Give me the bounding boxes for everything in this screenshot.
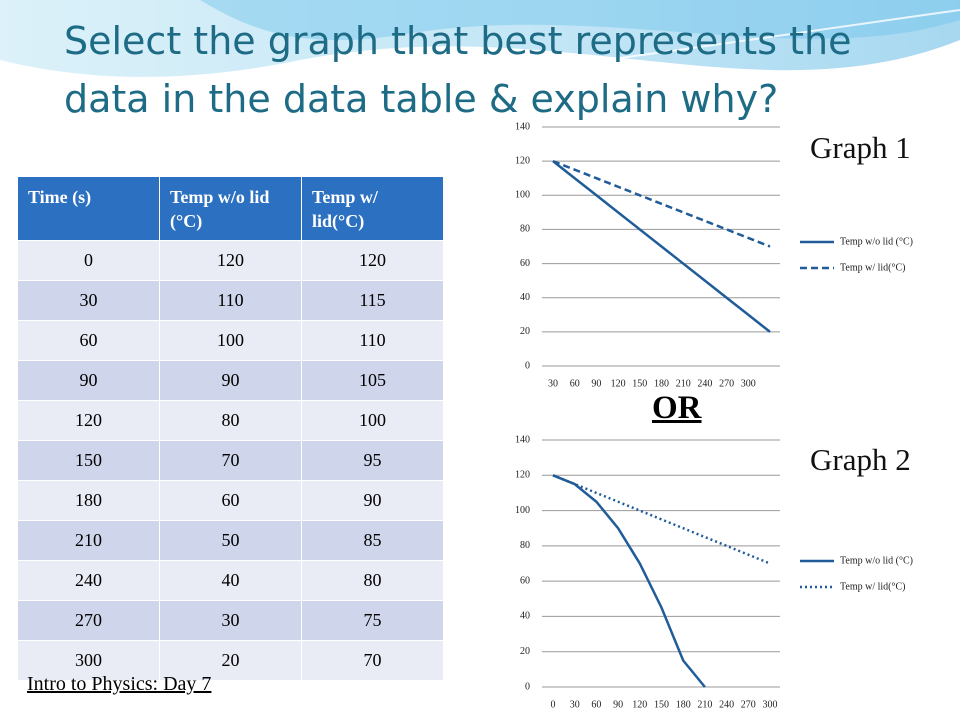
table-row: 300 20 70	[17, 640, 444, 681]
table-cell: 60	[17, 320, 160, 361]
table-cell: 75	[301, 600, 444, 641]
table-row: 120 80 100	[17, 400, 444, 441]
y-tick-label: 60	[520, 258, 530, 269]
x-tick-label: 30	[570, 699, 580, 710]
x-tick-label: 210	[697, 699, 712, 710]
table-cell: 50	[159, 520, 302, 561]
table-cell: 30	[159, 600, 302, 641]
x-tick-label: 90	[613, 699, 623, 710]
series-line	[552, 159, 771, 248]
legend-label: Temp w/o lid (°C)	[840, 555, 913, 566]
x-tick-label: 60	[591, 699, 601, 710]
x-tick-label: 270	[741, 699, 756, 710]
table-cell: 300	[17, 640, 160, 681]
x-tick-label: 120	[632, 699, 647, 710]
table-cell: 60	[159, 480, 302, 521]
y-tick-label: 100	[515, 505, 530, 516]
table-cell: 80	[159, 400, 302, 441]
table-cell: 120	[301, 240, 444, 281]
y-tick-label: 20	[520, 326, 530, 337]
table-cell: 120	[17, 400, 160, 441]
y-tick-label: 140	[515, 121, 530, 132]
graph-label: Graph 1	[810, 130, 911, 165]
table-row: 210 50 85	[17, 520, 444, 561]
graph-label: Graph 2	[810, 442, 911, 477]
table-cell: 115	[301, 280, 444, 321]
y-tick-label: 120	[515, 155, 530, 166]
separator: OR	[652, 390, 702, 426]
x-tick-label: 90	[591, 378, 601, 389]
table-cell: 85	[301, 520, 444, 561]
table-row: 150 70 95	[17, 440, 444, 481]
x-tick-label: 210	[676, 378, 691, 389]
x-tick-label: 120	[611, 378, 626, 389]
table-cell: 90	[301, 480, 444, 521]
x-tick-label: 300	[741, 378, 756, 389]
table-row: 0 120 120	[17, 240, 444, 281]
table-cell: 70	[301, 640, 444, 681]
table-cell: 240	[17, 560, 160, 601]
x-tick-label: 240	[719, 699, 734, 710]
table-cell: 100	[159, 320, 302, 361]
data-table: Time (s) Temp w/o lid (°C) Temp w/ lid(°C)…	[17, 176, 444, 681]
table-row: 60 100 110	[17, 320, 444, 361]
x-tick-label: 180	[654, 378, 669, 389]
x-tick-label: 150	[632, 378, 647, 389]
table-cell: 270	[17, 600, 160, 641]
table-cell: 95	[301, 440, 444, 481]
x-tick-label: 300	[763, 699, 778, 710]
table-cell: 80	[301, 560, 444, 601]
x-tick-label: 150	[654, 699, 669, 710]
y-tick-label: 40	[520, 611, 530, 622]
table-cell: 70	[159, 440, 302, 481]
header-row: Time (s) Temp w/o lid (°C) Temp w/ lid(°C)	[17, 176, 444, 241]
legend-label: Temp w/o lid (°C)	[840, 236, 913, 247]
y-tick-label: 80	[520, 224, 530, 235]
y-tick-label: 40	[520, 292, 530, 303]
wave-line	[0, 9, 960, 102]
y-tick-label: 80	[520, 540, 530, 551]
table-cell: 20	[159, 640, 302, 681]
x-tick-label: 30	[548, 378, 558, 389]
series-line	[552, 474, 706, 688]
table-row: 180 60 90	[17, 480, 444, 521]
table-cell: 90	[159, 360, 302, 401]
table-cell: 210	[17, 520, 160, 561]
table-cell: 40	[159, 560, 302, 601]
wave	[200, 0, 960, 41]
x-tick-label: 270	[719, 378, 734, 389]
y-tick-label: 20	[520, 646, 530, 657]
table-row: 240 40 80	[17, 560, 444, 601]
y-tick-label: 0	[525, 360, 530, 371]
table-row: 270 30 75	[17, 600, 444, 641]
x-tick-label: 180	[676, 699, 691, 710]
y-tick-label: 0	[525, 681, 530, 692]
y-tick-label: 140	[515, 434, 530, 445]
slide-title: Select the graph that best represents th…	[64, 19, 852, 121]
legend-label: Temp w/ lid(°C)	[840, 262, 906, 273]
wave	[0, 0, 960, 77]
series-line	[552, 474, 771, 565]
y-tick-label: 120	[515, 470, 530, 481]
x-tick-label: 0	[551, 699, 556, 710]
y-tick-label: 100	[515, 190, 530, 201]
table-cell: 110	[159, 280, 302, 321]
footer: Intro to Physics: Day 7	[27, 673, 212, 695]
legend-label: Temp w/ lid(°C)	[840, 581, 906, 592]
x-tick-label: 240	[697, 378, 712, 389]
table-cell: 0	[17, 240, 160, 281]
header-cell: Temp w/ lid(°C)	[301, 176, 444, 241]
series-line	[552, 160, 771, 333]
x-tick-label: 60	[570, 378, 580, 389]
table-cell: 110	[301, 320, 444, 361]
table-cell: 90	[17, 360, 160, 401]
y-tick-label: 60	[520, 575, 530, 586]
table-cell: 120	[159, 240, 302, 281]
